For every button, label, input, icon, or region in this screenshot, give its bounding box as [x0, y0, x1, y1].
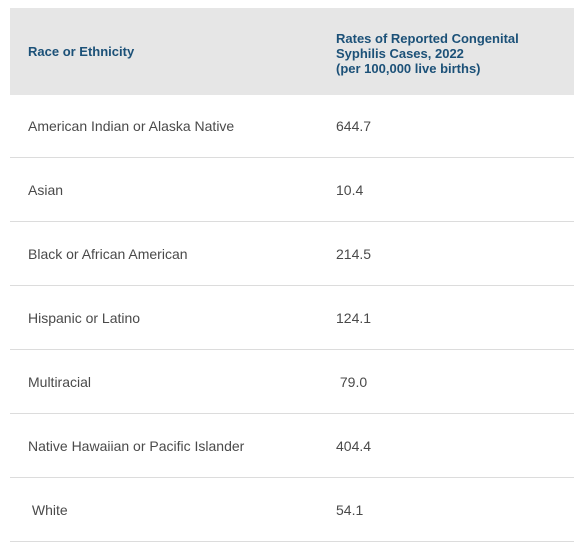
race-cell: White: [10, 477, 318, 542]
header-row: Race or Ethnicity Rates of Reported Cong…: [10, 8, 574, 95]
rate-cell: 124.1: [318, 285, 574, 350]
race-cell: Hispanic or Latino: [10, 285, 318, 350]
rate-cell: 404.4: [318, 413, 574, 478]
header-rates: Rates of Reported Congenital Syphilis Ca…: [318, 8, 574, 95]
rate-cell: 214.5: [318, 221, 574, 286]
table-header: Race or Ethnicity Rates of Reported Cong…: [10, 8, 574, 95]
table-row: Hispanic or Latino 124.1: [10, 285, 574, 350]
header-race-ethnicity: Race or Ethnicity: [10, 8, 318, 95]
data-table-container: Race or Ethnicity Rates of Reported Cong…: [10, 8, 574, 542]
table-row: American Indian or Alaska Native 644.7: [10, 95, 574, 158]
race-cell: Native Hawaiian or Pacific Islander: [10, 413, 318, 478]
table-body: American Indian or Alaska Native 644.7 A…: [10, 95, 574, 542]
rate-cell: 10.4: [318, 157, 574, 222]
rate-cell: 644.7: [318, 95, 574, 158]
rate-cell: 54.1: [318, 477, 574, 542]
race-cell: Black or African American: [10, 221, 318, 286]
race-cell: American Indian or Alaska Native: [10, 95, 318, 158]
rate-cell: 79.0: [318, 349, 574, 414]
table-row: Multiracial 79.0: [10, 349, 574, 414]
table-row: Black or African American 214.5: [10, 221, 574, 286]
table-row: Asian 10.4: [10, 157, 574, 222]
race-cell: Multiracial: [10, 349, 318, 414]
table-row: Native Hawaiian or Pacific Islander 404.…: [10, 413, 574, 478]
race-cell: Asian: [10, 157, 318, 222]
table-row: White 54.1: [10, 477, 574, 542]
congenital-syphilis-rates-table: Race or Ethnicity Rates of Reported Cong…: [10, 8, 574, 542]
